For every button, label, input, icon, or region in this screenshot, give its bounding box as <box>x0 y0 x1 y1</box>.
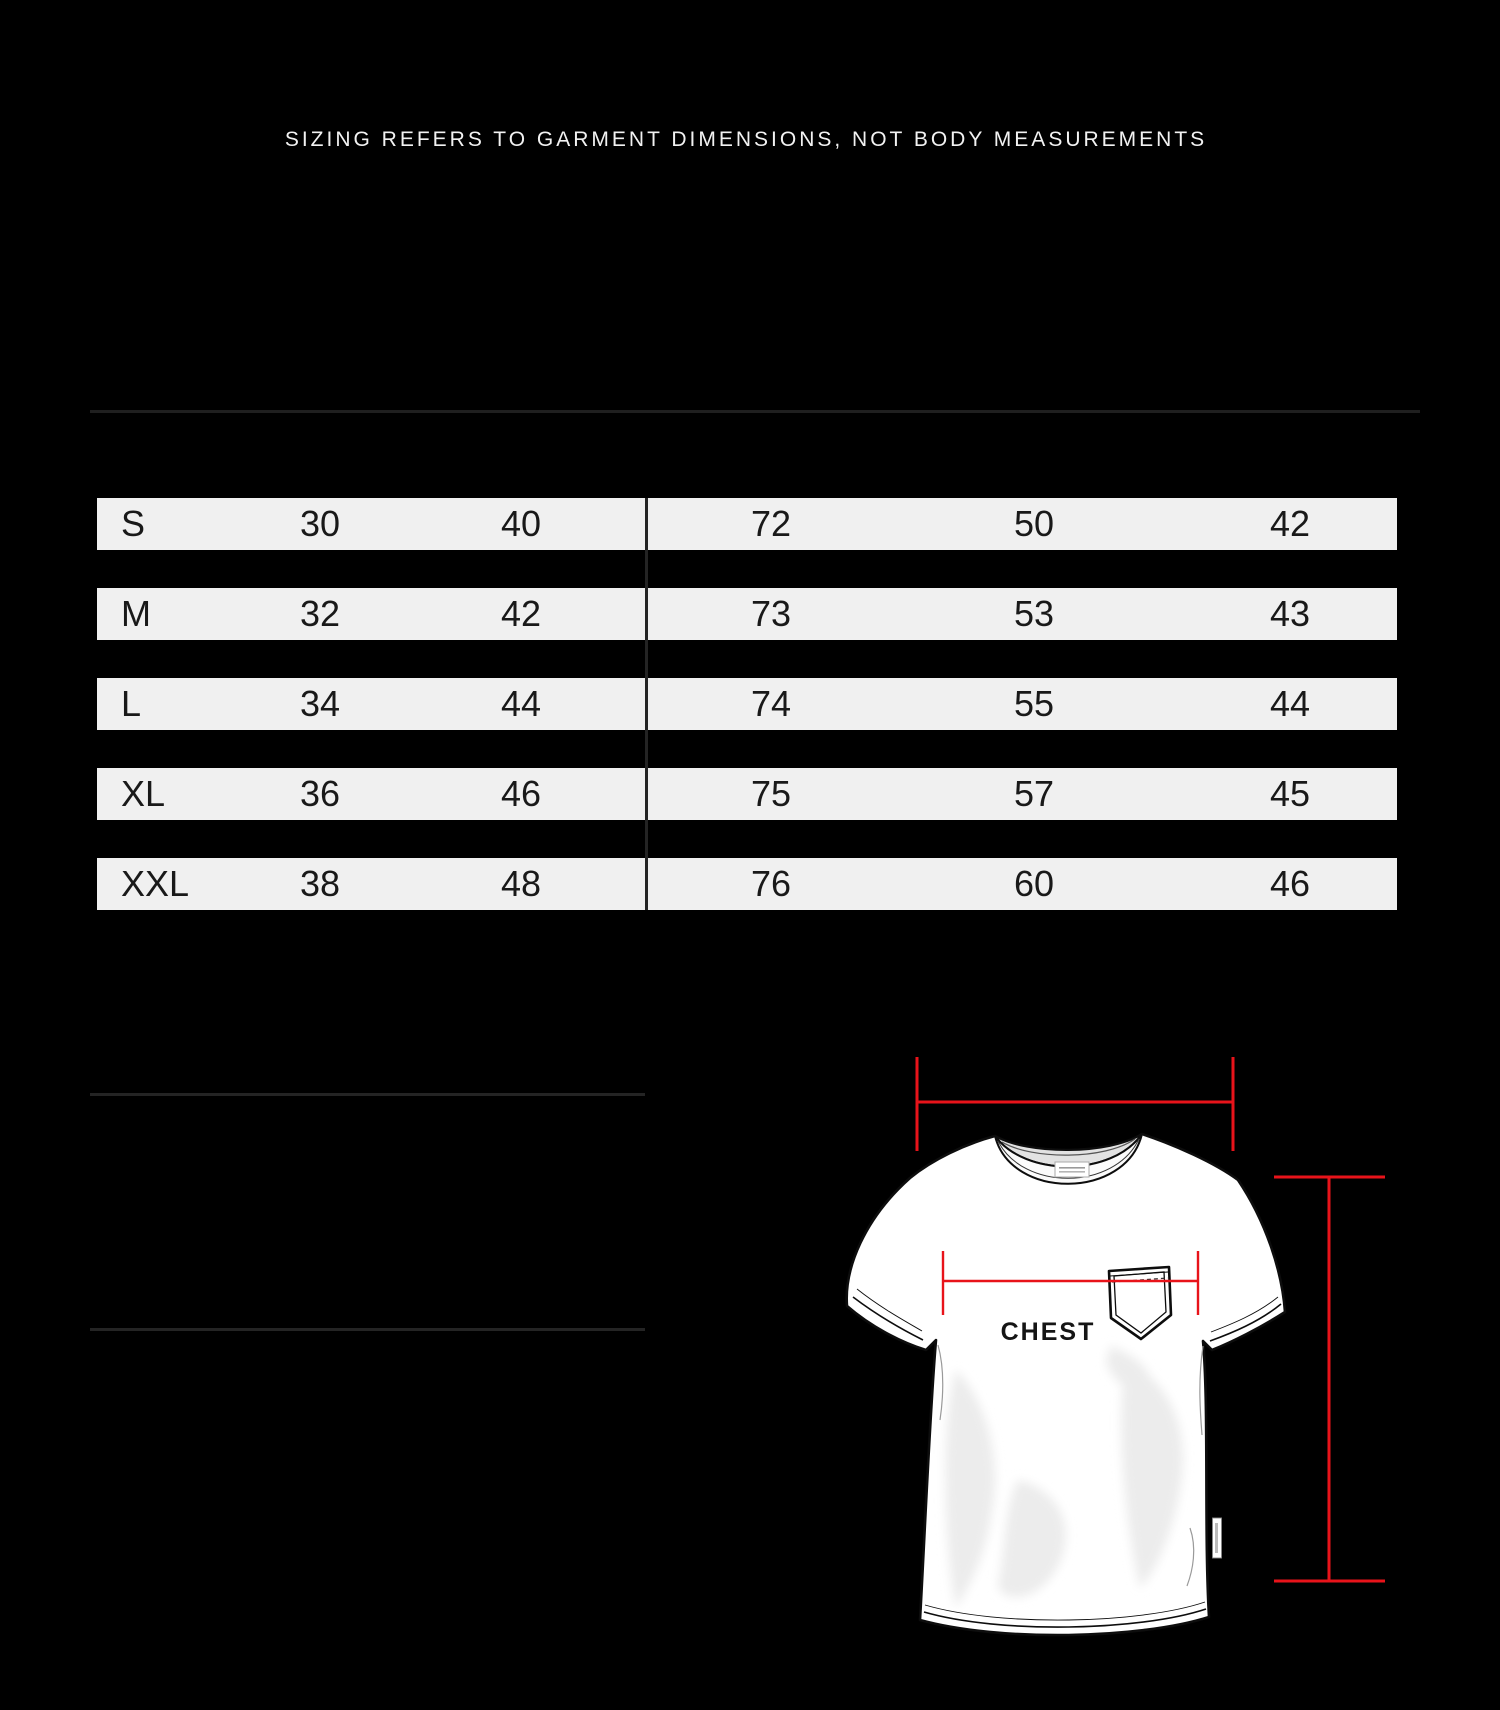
value-cell: 60 <box>1013 863 1055 904</box>
size-row: XL 36 46 75 57 45 <box>97 768 1397 820</box>
value-cell: 75 <box>750 773 792 814</box>
size-row: M 32 42 73 53 43 <box>97 588 1397 640</box>
size-cell: XXL <box>121 863 190 904</box>
section-divider <box>90 410 1420 413</box>
value-cell: 30 <box>299 503 341 544</box>
value-cell: 46 <box>500 773 542 814</box>
value-cell: 43 <box>1269 593 1311 634</box>
value-cell: 55 <box>1013 683 1055 724</box>
size-row: XXL 38 48 76 60 46 <box>97 858 1397 910</box>
size-cell: S <box>121 503 146 544</box>
chest-measure-line <box>941 1251 1200 1315</box>
side-seam-tag <box>1212 1517 1222 1559</box>
sizing-note: SIZING REFERS TO GARMENT DIMENSIONS, NOT… <box>284 128 1208 151</box>
stitching <box>852 1288 1282 1628</box>
value-cell: 44 <box>1269 683 1311 724</box>
value-cell: 46 <box>1269 863 1311 904</box>
lower-divider-1 <box>90 1093 645 1096</box>
size-cell: XL <box>121 773 166 814</box>
value-cell: 42 <box>500 593 542 634</box>
fabric-shading <box>945 1346 1183 1608</box>
size-cell: M <box>121 593 151 634</box>
table-column-divider <box>645 498 648 910</box>
value-cell: 53 <box>1013 593 1055 634</box>
value-cell: 48 <box>500 863 542 904</box>
value-cell: 38 <box>299 863 341 904</box>
value-cell: 57 <box>1013 773 1055 814</box>
size-row: S 30 40 72 50 42 <box>97 498 1397 550</box>
value-cell: 44 <box>500 683 542 724</box>
chest-label: CHEST <box>1001 1318 1096 1346</box>
value-cell: 42 <box>1269 503 1311 544</box>
crease-lines <box>937 1344 1204 1587</box>
value-cell: 34 <box>299 683 341 724</box>
width-measure-line <box>915 1057 1235 1151</box>
value-cell: 45 <box>1269 773 1311 814</box>
value-cell: 50 <box>1013 503 1055 544</box>
size-row: L 34 44 74 55 44 <box>97 678 1397 730</box>
lower-divider-2 <box>90 1328 645 1331</box>
brand-neck-label <box>1054 1161 1090 1178</box>
value-cell: 73 <box>750 593 792 634</box>
length-measure-line <box>1274 1175 1385 1583</box>
value-cell: 72 <box>750 503 792 544</box>
value-cell: 36 <box>299 773 341 814</box>
collar <box>994 1133 1143 1185</box>
value-cell: 40 <box>500 503 542 544</box>
value-cell: 32 <box>299 593 341 634</box>
value-cell: 76 <box>750 863 792 904</box>
tshirt-body <box>845 1132 1287 1637</box>
value-cell: 74 <box>750 683 792 724</box>
size-cell: L <box>121 683 142 724</box>
tshirt-measurement-diagram: CHEST <box>760 1050 1400 1650</box>
